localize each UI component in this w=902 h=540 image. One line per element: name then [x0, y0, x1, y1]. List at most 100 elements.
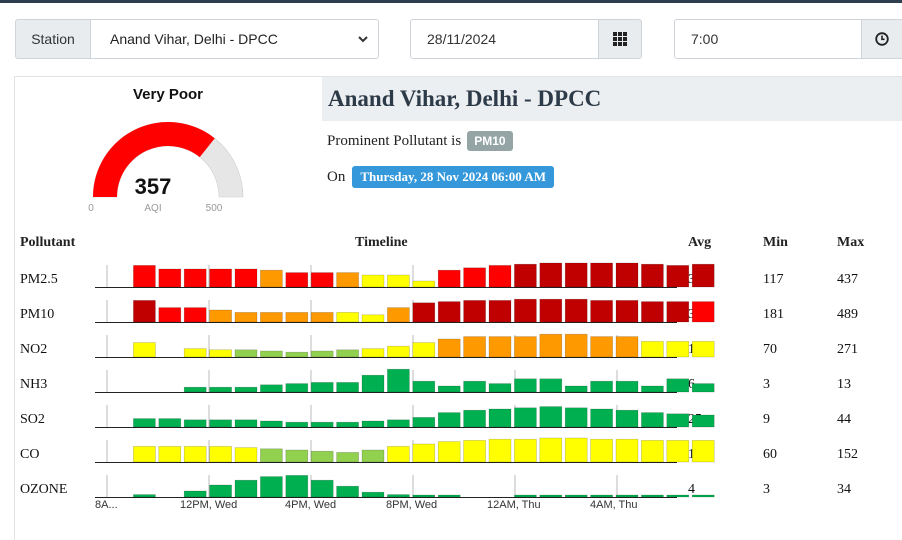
nh3-bar[interactable] — [310, 382, 334, 393]
pm25-bar[interactable] — [463, 267, 486, 288]
ozone-bar[interactable] — [361, 491, 385, 498]
no2-bar[interactable] — [387, 345, 410, 358]
so2-bar[interactable] — [590, 408, 613, 428]
so2-bar[interactable] — [234, 419, 258, 428]
pm25-bar[interactable] — [615, 262, 639, 288]
pm10-bar[interactable] — [285, 312, 309, 323]
nh3-bar[interactable] — [666, 378, 690, 393]
so2-bar[interactable] — [336, 421, 359, 428]
ozone-bar[interactable] — [590, 494, 613, 498]
pm25-bar[interactable] — [666, 265, 690, 288]
pm10-bar[interactable] — [336, 312, 359, 323]
ozone-bar[interactable] — [437, 494, 461, 498]
no2-bar[interactable] — [361, 348, 385, 358]
so2-bar[interactable] — [310, 421, 334, 428]
pm25-bar[interactable] — [336, 272, 359, 288]
co-bar[interactable] — [336, 452, 359, 463]
pm10-bar[interactable] — [691, 301, 715, 323]
no2-bar[interactable] — [590, 336, 613, 358]
pm10-bar[interactable] — [133, 300, 156, 323]
nh3-bar[interactable] — [488, 383, 512, 393]
pm25-bar[interactable] — [310, 272, 334, 288]
pm10-bar[interactable] — [234, 312, 258, 323]
pm10-bar[interactable] — [209, 309, 232, 323]
ozone-bar[interactable] — [183, 490, 207, 498]
no2-bar[interactable] — [641, 341, 664, 358]
so2-bar[interactable] — [666, 413, 690, 428]
no2-bar[interactable] — [539, 333, 563, 358]
pm10-bar[interactable] — [310, 312, 334, 323]
pm25-bar[interactable] — [260, 269, 283, 288]
pm10-bar[interactable] — [514, 298, 537, 323]
time-input[interactable]: 7:00 — [674, 19, 861, 59]
no2-bar[interactable] — [209, 349, 232, 358]
co-bar[interactable] — [539, 437, 563, 463]
ozone-bar[interactable] — [310, 479, 334, 498]
ozone-bar[interactable] — [615, 494, 639, 498]
co-bar[interactable] — [412, 443, 436, 463]
nh3-bar[interactable] — [234, 386, 258, 393]
ozone-bar[interactable] — [514, 494, 537, 498]
pm10-bar[interactable] — [641, 301, 664, 323]
co-bar[interactable] — [590, 438, 613, 463]
co-bar[interactable] — [234, 447, 258, 463]
no2-bar[interactable] — [183, 348, 207, 358]
co-bar[interactable] — [691, 440, 715, 463]
nh3-bar[interactable] — [615, 380, 639, 393]
pm10-bar[interactable] — [437, 301, 461, 323]
so2-bar[interactable] — [514, 407, 537, 428]
pm25-bar[interactable] — [412, 280, 436, 288]
pm25-bar[interactable] — [488, 265, 512, 288]
co-bar[interactable] — [564, 437, 588, 463]
so2-bar[interactable] — [564, 407, 588, 428]
nh3-bar[interactable] — [361, 374, 385, 393]
no2-bar[interactable] — [514, 336, 537, 358]
so2-bar[interactable] — [158, 418, 182, 428]
ozone-bar[interactable] — [564, 494, 588, 498]
nh3-bar[interactable] — [641, 385, 664, 393]
date-picker-button[interactable] — [598, 19, 642, 59]
so2-bar[interactable] — [437, 412, 461, 428]
co-bar[interactable] — [133, 446, 156, 463]
pm10-bar[interactable] — [387, 307, 410, 323]
pm10-bar[interactable] — [463, 300, 486, 323]
nh3-bar[interactable] — [260, 384, 283, 393]
so2-bar[interactable] — [641, 412, 664, 428]
so2-bar[interactable] — [209, 419, 232, 428]
so2-bar[interactable] — [260, 420, 283, 428]
pm10-bar[interactable] — [183, 307, 207, 323]
time-picker-button[interactable] — [861, 19, 902, 59]
so2-bar[interactable] — [412, 417, 436, 428]
nh3-bar[interactable] — [463, 380, 486, 393]
co-bar[interactable] — [285, 449, 309, 463]
co-bar[interactable] — [260, 448, 283, 463]
pm10-bar[interactable] — [615, 300, 639, 323]
co-bar[interactable] — [310, 450, 334, 463]
co-bar[interactable] — [615, 438, 639, 463]
no2-bar[interactable] — [260, 350, 283, 358]
pm10-bar[interactable] — [158, 307, 182, 323]
co-bar[interactable] — [209, 446, 232, 463]
ozone-bar[interactable] — [336, 485, 359, 498]
so2-bar[interactable] — [387, 419, 410, 428]
pm25-bar[interactable] — [133, 265, 156, 288]
no2-bar[interactable] — [234, 349, 258, 358]
nh3-bar[interactable] — [387, 368, 410, 393]
nh3-bar[interactable] — [412, 380, 436, 393]
so2-bar[interactable] — [463, 409, 486, 428]
no2-bar[interactable] — [310, 350, 334, 358]
ozone-bar[interactable] — [209, 484, 232, 498]
pm25-bar[interactable] — [564, 262, 588, 288]
pm25-bar[interactable] — [590, 262, 613, 288]
pm10-bar[interactable] — [488, 300, 512, 323]
pm25-bar[interactable] — [514, 263, 537, 288]
co-bar[interactable] — [437, 441, 461, 463]
so2-bar[interactable] — [133, 418, 156, 428]
nh3-bar[interactable] — [285, 383, 309, 393]
nh3-bar[interactable] — [514, 378, 537, 393]
ozone-bar[interactable] — [539, 494, 563, 498]
date-input[interactable]: 28/11/2024 — [410, 19, 598, 59]
ozone-bar[interactable] — [412, 494, 436, 498]
pm25-bar[interactable] — [641, 263, 664, 288]
so2-bar[interactable] — [539, 406, 563, 428]
